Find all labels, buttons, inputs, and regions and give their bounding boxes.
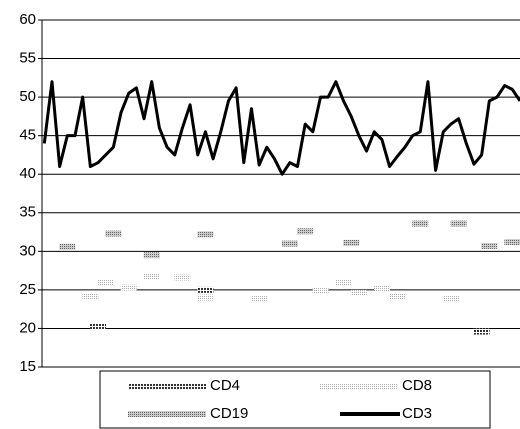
legend-swatch [128, 411, 206, 417]
y-tick-label: 45 [19, 127, 36, 144]
marker [174, 274, 191, 281]
marker [312, 287, 329, 294]
marker [90, 323, 107, 330]
y-tick-label: 20 [19, 319, 36, 336]
marker [97, 279, 114, 286]
y-tick-label: 60 [19, 11, 36, 28]
legend-label: CD19 [210, 405, 248, 422]
marker [389, 293, 406, 300]
marker [335, 279, 352, 286]
legend-swatch [128, 383, 206, 389]
marker [197, 294, 214, 301]
legend-swatch [320, 383, 398, 389]
y-tick-label: 15 [19, 358, 36, 375]
y-tick-label: 50 [19, 88, 36, 105]
marker [442, 296, 459, 303]
legend-box [99, 370, 491, 429]
marker [197, 286, 214, 293]
marker [412, 220, 429, 227]
marker [350, 289, 367, 296]
marker [504, 239, 520, 246]
marker [120, 284, 137, 291]
marker [481, 242, 498, 249]
legend-label: CD8 [402, 377, 432, 394]
y-tick-label: 40 [19, 165, 36, 182]
marker [450, 220, 467, 227]
marker [281, 240, 298, 247]
y-tick-label: 35 [19, 204, 36, 221]
marker [373, 285, 390, 292]
y-tick-label: 25 [19, 281, 36, 298]
marker [197, 231, 214, 238]
marker [473, 328, 490, 335]
marker [143, 273, 160, 280]
marker [82, 293, 99, 300]
y-tick-label: 30 [19, 242, 36, 259]
marker [105, 230, 122, 237]
marker [297, 228, 314, 235]
y-tick-label: 55 [19, 50, 36, 67]
marker [59, 243, 76, 250]
marker [143, 252, 160, 259]
legend-label: CD4 [210, 377, 240, 394]
line [42, 80, 520, 176]
legend-label: CD3 [402, 405, 432, 422]
marker [251, 296, 268, 303]
marker [343, 239, 360, 246]
